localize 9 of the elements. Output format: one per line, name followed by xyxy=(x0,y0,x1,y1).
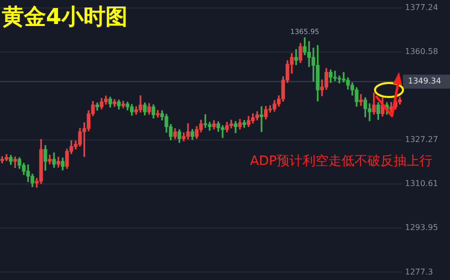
y-tick-label: 1360.58 xyxy=(405,46,438,56)
y-tick-label: 1377.24 xyxy=(405,2,438,12)
y-tick-label: 1327.27 xyxy=(405,135,438,144)
y-tick-label: 1310.61 xyxy=(405,179,438,188)
chart-title: 黄金4小时图 xyxy=(2,4,128,32)
ref-line-label: 1349.34 xyxy=(408,76,442,86)
y-tick-label: 1293.95 xyxy=(405,223,438,232)
annotation: ADP预计利空走低不破反抽上行 xyxy=(250,153,433,170)
y-tick-label: 1277.3 xyxy=(405,267,433,276)
